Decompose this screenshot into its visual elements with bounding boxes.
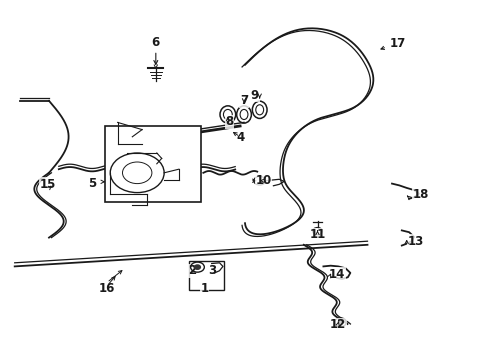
- Text: 2: 2: [189, 264, 196, 277]
- Text: 13: 13: [407, 235, 424, 248]
- Circle shape: [195, 265, 200, 269]
- Text: 15: 15: [40, 178, 56, 191]
- Text: 8: 8: [225, 115, 233, 128]
- Circle shape: [338, 320, 343, 324]
- Text: 3: 3: [208, 264, 216, 277]
- Text: 10: 10: [255, 174, 272, 187]
- Text: 12: 12: [330, 318, 346, 331]
- Text: 5: 5: [88, 177, 96, 190]
- Text: 6: 6: [152, 36, 160, 49]
- Text: 16: 16: [98, 282, 115, 295]
- Text: 14: 14: [329, 268, 345, 281]
- Text: 18: 18: [412, 188, 429, 201]
- Text: 4: 4: [236, 131, 244, 144]
- Text: 9: 9: [251, 89, 259, 102]
- Text: 1: 1: [201, 282, 209, 294]
- Text: 17: 17: [390, 37, 406, 50]
- Bar: [105, 126, 201, 202]
- Text: 11: 11: [309, 228, 326, 241]
- Text: 7: 7: [240, 94, 248, 107]
- Bar: [189, 261, 224, 290]
